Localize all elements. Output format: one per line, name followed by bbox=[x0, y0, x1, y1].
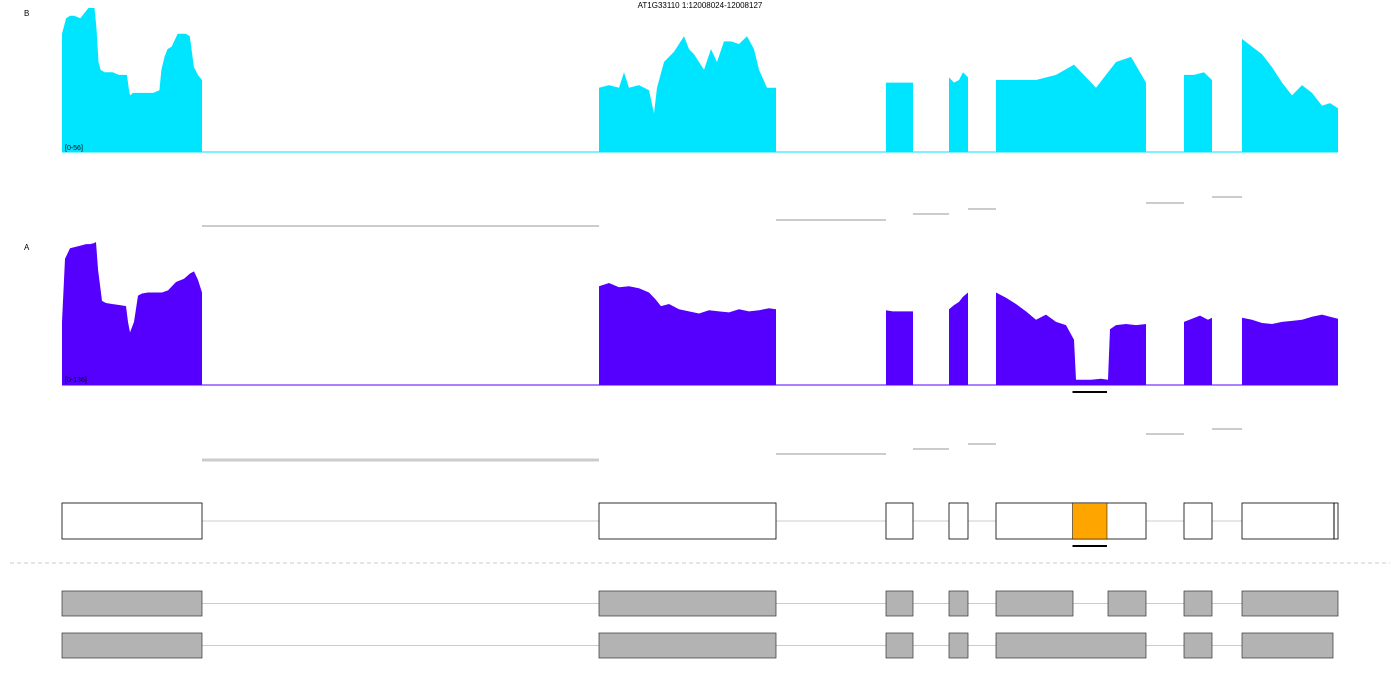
coverage-area-exon-2 bbox=[599, 36, 776, 152]
coverage-area-exon-1 bbox=[62, 8, 202, 152]
isoform-2-exon-box-6 bbox=[1183, 632, 1213, 659]
coverage-area-exon-6 bbox=[1184, 72, 1212, 152]
isoform-2-exon-box-2 bbox=[598, 632, 777, 659]
coverage-area-exon-3 bbox=[886, 82, 913, 152]
track-range-label-B: [0-56] bbox=[65, 145, 83, 152]
coverage-area-exon-7 bbox=[1242, 314, 1338, 385]
track-label-A: A bbox=[24, 243, 30, 252]
reference-exon-box-6 bbox=[1183, 502, 1213, 540]
plot-title: AT1G33110 1:12008024-12008127 bbox=[638, 1, 763, 10]
isoform-2-exon-box-1 bbox=[61, 632, 203, 659]
isoform-1-exon-box-4 bbox=[948, 590, 969, 617]
reference-exon-box-5 bbox=[995, 502, 1147, 540]
isoform-1-exon-box-2 bbox=[598, 590, 777, 617]
highlighted-region-box bbox=[1072, 502, 1108, 540]
isoform-1-exon-box-6 bbox=[1107, 590, 1147, 617]
track-range-label-A: [0-136] bbox=[65, 377, 87, 384]
plot-layer: B [0-56] A [0-136] bbox=[10, 8, 1390, 659]
reference-exon-box-7 bbox=[1241, 502, 1339, 540]
coverage-area-exon-2 bbox=[599, 283, 776, 385]
reference-exon-box-1 bbox=[61, 502, 203, 540]
coverage-area-exon-5 bbox=[996, 292, 1146, 385]
coverage-area-exon-6 bbox=[1184, 315, 1212, 385]
isoform-1-exon-box-5 bbox=[995, 590, 1074, 617]
reference-exon-box-2 bbox=[598, 502, 777, 540]
isoform-2-exon-box-5 bbox=[995, 632, 1147, 659]
isoform-1-exon-box-8 bbox=[1241, 590, 1339, 617]
track-label-B: B bbox=[24, 9, 29, 18]
coverage-area-exon-4 bbox=[949, 292, 968, 385]
isoform-2-exon-box-7 bbox=[1241, 632, 1334, 659]
coverage-area-exon-3 bbox=[886, 310, 913, 385]
isoform-1-exon-box-1 bbox=[61, 590, 203, 617]
coverage-area-exon-1 bbox=[62, 242, 202, 385]
isoform-1-exon-box-3 bbox=[885, 590, 914, 617]
isoform-1-exon-box-7 bbox=[1183, 590, 1213, 617]
isoform-2-exon-box-3 bbox=[885, 632, 914, 659]
reference-exon-box-3 bbox=[885, 502, 914, 540]
coverage-area-exon-4 bbox=[949, 72, 968, 152]
isoform-2-exon-box-4 bbox=[948, 632, 969, 659]
reference-exon-box-4 bbox=[948, 502, 969, 540]
coverage-area-exon-7 bbox=[1242, 38, 1338, 152]
coverage-area-exon-5 bbox=[996, 56, 1146, 152]
